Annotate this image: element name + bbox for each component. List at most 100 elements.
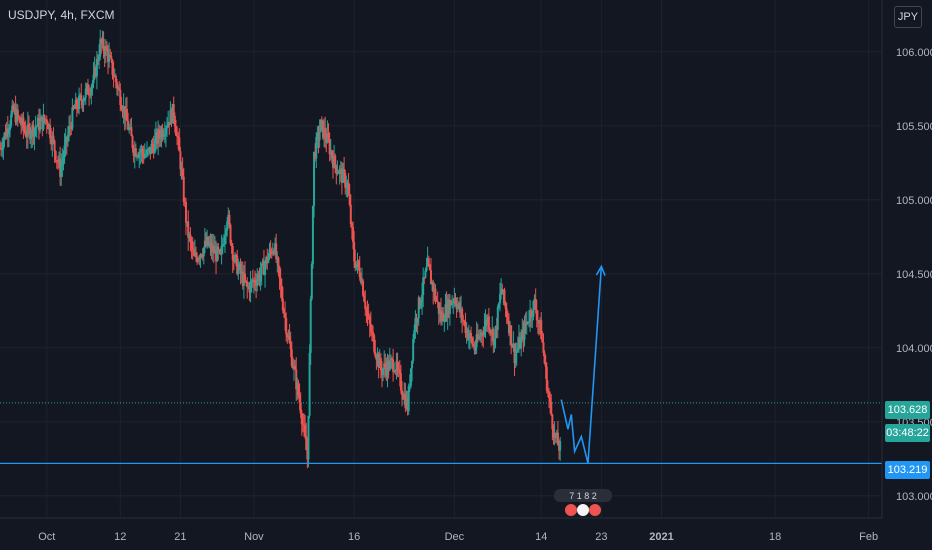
candle-body bbox=[455, 303, 458, 309]
candle-body bbox=[244, 273, 246, 281]
candle-body bbox=[190, 240, 193, 249]
candle-body bbox=[212, 245, 215, 254]
candle-body bbox=[238, 263, 241, 268]
candle-body bbox=[266, 256, 269, 263]
candle-body bbox=[151, 144, 154, 147]
candle-body bbox=[534, 298, 537, 311]
candle-body bbox=[158, 129, 161, 137]
candle-body bbox=[421, 295, 424, 303]
candle-body bbox=[176, 135, 179, 137]
candle-body bbox=[385, 367, 388, 376]
japan-flag-icon bbox=[577, 504, 589, 516]
y-tick-label: 104.000 bbox=[896, 343, 932, 355]
candle-body bbox=[464, 321, 467, 333]
candle-body bbox=[340, 168, 343, 183]
candle-body bbox=[12, 105, 15, 111]
candle-body bbox=[426, 258, 429, 267]
candle-body bbox=[295, 369, 298, 390]
candle-body bbox=[71, 107, 74, 129]
candle-body bbox=[319, 119, 322, 133]
projection-drawing bbox=[560, 264, 606, 464]
candle-body bbox=[387, 360, 390, 371]
candle-body bbox=[540, 320, 543, 340]
candle-body bbox=[54, 151, 57, 161]
candle-body bbox=[174, 126, 177, 136]
candle-body bbox=[58, 158, 61, 163]
candle-body bbox=[395, 361, 398, 372]
candle-body bbox=[373, 335, 376, 352]
candle-body bbox=[461, 308, 464, 320]
candle-body bbox=[296, 382, 299, 390]
candle-body bbox=[80, 95, 83, 101]
candle-body bbox=[492, 329, 495, 346]
candle-body bbox=[314, 151, 317, 159]
projection-path bbox=[560, 266, 603, 464]
candle-body bbox=[299, 402, 302, 414]
candle-body bbox=[350, 224, 353, 228]
candle-body bbox=[536, 319, 539, 321]
currency-badge[interactable]: JPY bbox=[894, 6, 922, 28]
candle-body bbox=[237, 267, 240, 275]
candle-body bbox=[147, 149, 150, 151]
candle-body bbox=[543, 352, 546, 364]
candle-body bbox=[202, 247, 205, 257]
line-price-tag: 103.219 bbox=[885, 461, 930, 479]
candle-body bbox=[308, 352, 311, 416]
candle-body bbox=[76, 108, 79, 110]
candle-body bbox=[81, 100, 84, 106]
candle-body bbox=[108, 54, 111, 62]
candle-body bbox=[1, 149, 4, 151]
candle-body bbox=[70, 126, 73, 129]
candle-body bbox=[101, 38, 104, 45]
candle-body bbox=[276, 257, 279, 260]
candle-body bbox=[321, 120, 324, 138]
candle-body bbox=[123, 106, 126, 120]
candle-body bbox=[453, 297, 456, 302]
candle-body bbox=[131, 136, 134, 149]
chart-grid bbox=[0, 0, 882, 518]
candle-body bbox=[208, 244, 211, 246]
candle-body bbox=[522, 330, 525, 340]
candle-body bbox=[443, 321, 446, 323]
candle-body bbox=[45, 119, 48, 124]
candle-body bbox=[46, 123, 49, 130]
candle-body bbox=[394, 370, 397, 372]
candle-body bbox=[170, 110, 173, 124]
candle-body bbox=[88, 94, 91, 96]
candle-body bbox=[512, 344, 515, 348]
candle-body bbox=[530, 310, 533, 318]
candle-body bbox=[503, 289, 506, 303]
candle-body bbox=[380, 370, 383, 375]
candle-body bbox=[23, 127, 26, 131]
candle-body bbox=[15, 109, 18, 123]
candle-body bbox=[188, 234, 191, 238]
y-tick-label: 103.000 bbox=[896, 491, 932, 503]
candle-body bbox=[41, 116, 44, 130]
candle-body bbox=[121, 109, 124, 113]
candle-body bbox=[559, 441, 562, 451]
candle-body bbox=[262, 260, 265, 276]
candle-body bbox=[445, 304, 448, 318]
candle-body bbox=[320, 119, 323, 121]
candle-body bbox=[524, 322, 527, 326]
candle-body bbox=[56, 160, 59, 163]
candle-body bbox=[215, 249, 218, 262]
candle-body bbox=[403, 393, 406, 400]
candle-body bbox=[195, 252, 197, 258]
candle-body bbox=[317, 133, 320, 141]
candle-body bbox=[168, 122, 171, 125]
candle-body bbox=[402, 395, 405, 400]
x-tick-label: 21 bbox=[174, 531, 186, 543]
candle-body bbox=[251, 280, 254, 283]
candle-body bbox=[325, 138, 328, 143]
y-tick-label: 105.500 bbox=[896, 121, 932, 133]
candle-body bbox=[233, 254, 236, 262]
events-badge[interactable]: 7 1 8 2 bbox=[553, 488, 613, 518]
candle-body bbox=[527, 321, 530, 323]
candle-body bbox=[366, 310, 369, 317]
candle-body bbox=[370, 331, 373, 333]
candle-body bbox=[407, 386, 410, 412]
candle-body bbox=[193, 252, 196, 256]
candle-body bbox=[517, 337, 520, 348]
